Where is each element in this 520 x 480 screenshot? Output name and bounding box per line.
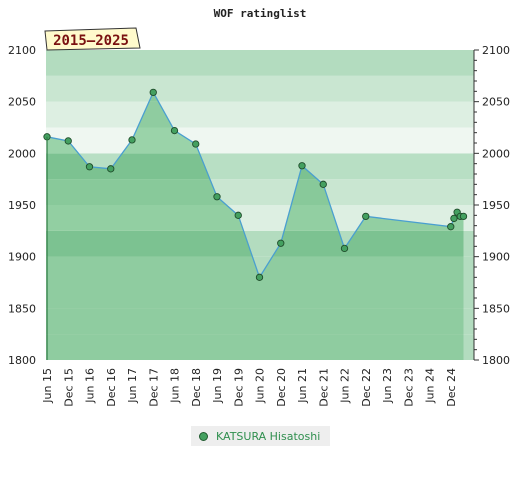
x-tick-label: Dec 24 <box>445 368 458 407</box>
x-tick-label: Jun 15 <box>41 368 54 404</box>
x-tick-label: Jun 20 <box>254 368 267 404</box>
data-point-12 <box>298 162 306 170</box>
y-axis-left: 1800 1850 1900 1950 2000 2050 2100 <box>8 44 36 367</box>
x-tick-label: Jun 22 <box>339 368 352 404</box>
x-tick-label: Jun 23 <box>381 368 394 404</box>
y-tick-right-2100: 2100 <box>482 44 510 57</box>
period-label: 2015–2025 <box>53 33 129 49</box>
x-tick-label: Dec 18 <box>190 368 203 407</box>
x-tick-label: Dec 20 <box>275 368 288 407</box>
legend-marker-icon <box>199 431 208 441</box>
x-tick-label: Dec 16 <box>105 368 118 407</box>
x-tick-label: Dec 23 <box>402 368 415 407</box>
y-tick-left-2000: 2000 <box>8 147 36 160</box>
y-tick-right-1850: 1850 <box>482 302 510 315</box>
period-badge: 2015–2025 <box>44 27 141 51</box>
x-tick-label: Jun 19 <box>211 368 224 404</box>
data-point-5 <box>149 88 157 97</box>
area-band-1800 <box>47 334 464 360</box>
x-tick-label: Jun 18 <box>169 368 182 404</box>
data-point-1 <box>64 137 72 145</box>
band-2050 <box>46 75 474 102</box>
y-tick-right-1800: 1800 <box>482 354 510 367</box>
chart-title: WOF ratinglist <box>214 7 307 20</box>
data-point-7 <box>192 140 200 148</box>
y-tick-right-1950: 1950 <box>482 199 510 212</box>
data-point-8 <box>213 193 221 201</box>
data-point-4 <box>128 136 136 144</box>
y-tick-left-2100: 2100 <box>8 44 36 57</box>
x-tick-label: Dec 15 <box>62 368 75 407</box>
legend: KATSURA Hisatoshi <box>191 426 330 446</box>
data-point-13 <box>319 180 327 188</box>
area-band-1850 <box>47 282 464 309</box>
rating-points <box>43 88 468 281</box>
data-point-10 <box>255 273 264 281</box>
data-point-17 <box>450 214 458 223</box>
band-2075 <box>46 50 474 76</box>
data-point-3 <box>107 165 115 173</box>
data-point-16 <box>447 223 455 231</box>
y-tick-left-2050: 2050 <box>8 96 36 109</box>
legend-series-label[interactable]: KATSURA Hisatoshi <box>216 429 321 443</box>
data-point-2 <box>85 163 94 171</box>
data-point-6 <box>170 126 179 135</box>
x-tick-label: Dec 22 <box>360 368 373 407</box>
x-tick-label: Jun 24 <box>424 368 437 404</box>
y-tick-left-1900: 1900 <box>8 251 36 264</box>
data-point-11 <box>277 239 285 247</box>
data-point-20 <box>459 212 468 221</box>
axes <box>46 49 479 361</box>
y-tick-left-1850: 1850 <box>8 302 36 315</box>
band-2025 <box>46 101 474 128</box>
band-2000 <box>46 127 474 154</box>
y-tick-right-2050: 2050 <box>482 96 510 109</box>
data-point-14 <box>340 244 349 253</box>
x-tick-label: Jun 17 <box>126 368 139 404</box>
y-tick-left-1800: 1800 <box>8 354 36 367</box>
y-axis-right: 1800 1850 1900 1950 2000 2050 2100 <box>482 44 510 367</box>
y-tick-right-1900: 1900 <box>482 251 510 264</box>
x-tick-label: Jun 21 <box>296 368 309 404</box>
x-tick-label: Dec 17 <box>147 368 160 407</box>
data-point-9 <box>234 211 242 219</box>
y-tick-right-2000: 2000 <box>482 147 510 160</box>
data-point-15 <box>362 212 370 221</box>
x-axis: Jun 15 Dec 15 Jun 16 Dec 16 Jun 17 Dec 17 Jun … <box>41 368 458 407</box>
x-tick-label: Jun 16 <box>84 368 97 404</box>
x-tick-label: Dec 19 <box>232 368 245 407</box>
x-tick-label: Dec 21 <box>317 368 330 407</box>
area-band-1825 <box>47 308 464 335</box>
y-tick-left-1950: 1950 <box>8 199 36 212</box>
